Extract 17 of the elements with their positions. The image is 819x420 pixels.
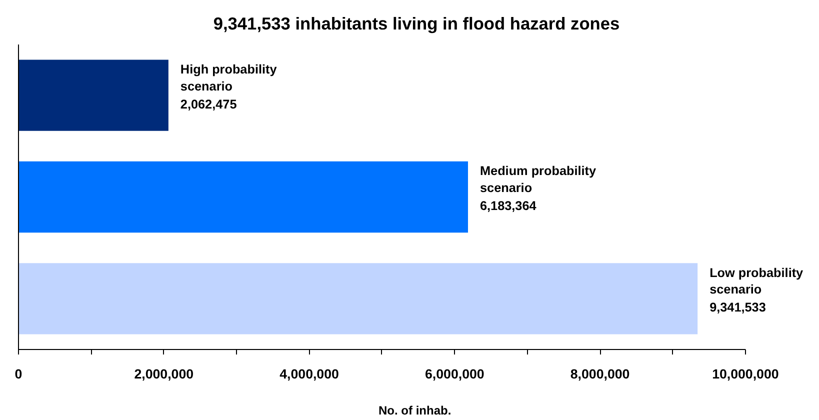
bar [18, 60, 168, 131]
x-tick-label: 6,000,000 [425, 366, 484, 382]
chart-title: 9,341,533 inhabitants living in flood hazard zones [213, 14, 620, 34]
x-tick-label: 10,000,000 [712, 366, 779, 382]
x-tick-label: 0 [14, 366, 22, 382]
data-label: 2,062,475 [180, 97, 237, 112]
data-label: 9,341,533 [710, 300, 766, 315]
x-tick-label: 8,000,000 [570, 366, 630, 382]
bar [18, 161, 468, 233]
x-axis-title: No. of inhab. [378, 404, 452, 418]
y-tick-label: Medium probability scenario [480, 164, 596, 195]
bar [18, 263, 698, 334]
data-label: 6,183,364 [480, 199, 536, 213]
x-tick-label: 4,000,000 [280, 366, 339, 382]
y-tick-label: High probability scenario [180, 62, 277, 94]
x-tick-label: 2,000,000 [134, 366, 194, 382]
y-tick-label: Low probability scenario [710, 266, 804, 297]
